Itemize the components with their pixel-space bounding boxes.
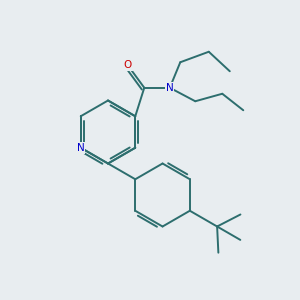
Text: O: O — [124, 60, 132, 70]
Text: N: N — [166, 83, 174, 93]
Text: N: N — [77, 143, 85, 153]
